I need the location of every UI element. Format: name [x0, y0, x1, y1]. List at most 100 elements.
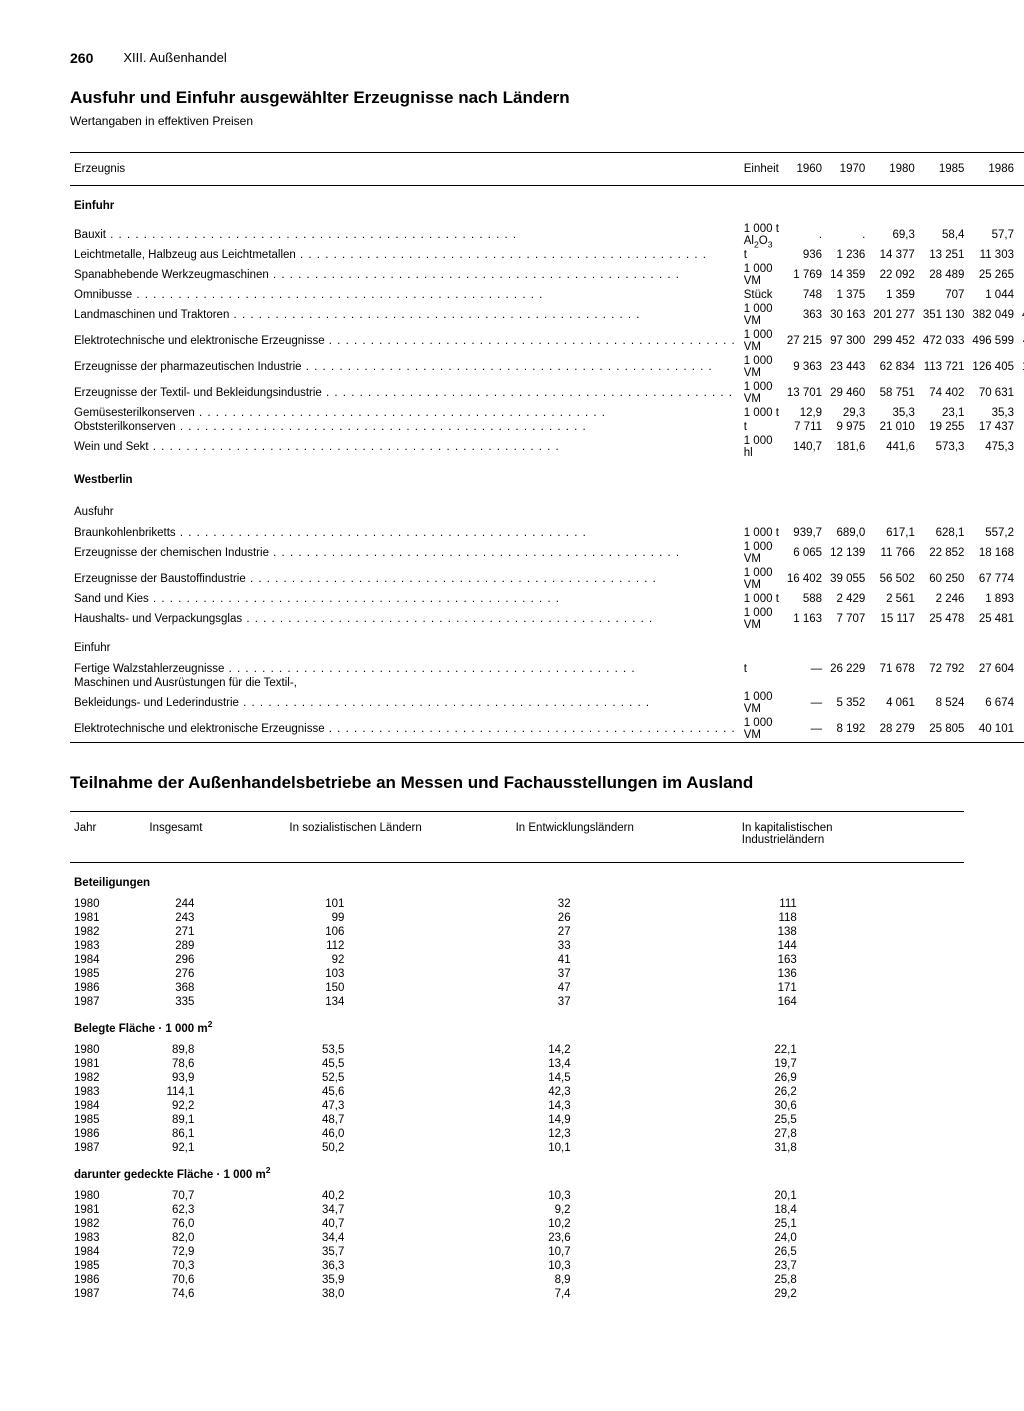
- cell-value: 1 893: [968, 592, 1018, 606]
- section-heading: Beteiligungen: [70, 863, 964, 898]
- cell-value: 72 792: [919, 662, 969, 676]
- cell-value: 58 751: [869, 380, 919, 406]
- col-1970: 1970: [826, 153, 869, 186]
- cell-value: 34,3: [1018, 406, 1024, 420]
- table-row: 198089,853,514,222,1: [70, 1043, 964, 1057]
- cell-value: 6 674: [968, 690, 1018, 716]
- cell-value: 689,0: [826, 526, 869, 540]
- cell-value: 25,8: [738, 1273, 964, 1287]
- cell-value: 9 975: [826, 420, 869, 434]
- page-number: 260: [70, 50, 93, 66]
- cell-value: 31 268: [1018, 662, 1024, 676]
- cell-value: 32: [512, 897, 738, 911]
- table1-title: Ausfuhr und Einfuhr ausgewählter Erzeugn…: [70, 88, 964, 108]
- col-1980: 1980: [869, 153, 919, 186]
- cell-value: 23,6: [512, 1231, 738, 1245]
- cell-value: 99: [285, 911, 511, 925]
- cell-value: [783, 676, 826, 690]
- col-product: Erzeugnis: [70, 153, 740, 186]
- table-row: Erzeugnisse der Textil- und Bekleidungsi…: [70, 380, 1024, 406]
- cell-value: 34,7: [285, 1203, 511, 1217]
- cell-value: 9,2: [512, 1203, 738, 1217]
- cell-value: 271: [145, 925, 285, 939]
- cell-value: 6 065: [783, 540, 826, 566]
- cell-value: 40,7: [285, 1217, 511, 1231]
- cell-value: 12,3: [512, 1127, 738, 1141]
- cell-value: 11 766: [869, 540, 919, 566]
- cell-value: 144: [738, 939, 964, 953]
- cell-value: 1 375: [826, 288, 869, 302]
- row-label: Erzeugnisse der pharmazeutischen Industr…: [70, 354, 740, 380]
- cell-value: 74 402: [919, 380, 969, 406]
- cell-value: 72,9: [145, 1245, 285, 1259]
- table-row: Leichtmetalle, Halbzeug aus Leichtmetall…: [70, 248, 1024, 262]
- cell-value: 52,5: [285, 1071, 511, 1085]
- row-label: Elektrotechnische und elektronische Erze…: [70, 716, 740, 743]
- cell-value: 17 244: [1018, 540, 1024, 566]
- row-unit: t: [740, 420, 783, 434]
- cell-value: 36,3: [285, 1259, 511, 1273]
- cell-value: 1 236: [826, 248, 869, 262]
- cell-year: 1987: [70, 1287, 145, 1301]
- cell-value: 82,0: [145, 1231, 285, 1245]
- cell-value: 8 192: [826, 716, 869, 743]
- row-unit: 1 000 VM: [740, 262, 783, 288]
- cell-value: 20,1: [738, 1189, 964, 1203]
- cell-value: 10,1: [512, 1141, 738, 1155]
- cell-value: [869, 676, 919, 690]
- cell-value: 70,3: [145, 1259, 285, 1273]
- cell-value: 93,9: [145, 1071, 285, 1085]
- cell-value: 69,3: [869, 222, 919, 248]
- table-row: Bauxit1 000 t Al2O3..69,358,457,757,7: [70, 222, 1024, 248]
- cell-value: 8 524: [919, 690, 969, 716]
- cell-value: 22,1: [738, 1043, 964, 1057]
- cell-value: 10,7: [512, 1245, 738, 1259]
- cell-value: 7 711: [783, 420, 826, 434]
- cell-year: 1987: [70, 1141, 145, 1155]
- cell-value: 70,6: [145, 1273, 285, 1287]
- cell-value: 23,7: [738, 1259, 964, 1273]
- row-label: Braunkohlenbriketts: [70, 526, 740, 540]
- cell-value: 26,2: [738, 1085, 964, 1099]
- cell-value: 27: [512, 925, 738, 939]
- cell-value: 14,5: [512, 1071, 738, 1085]
- row-label: Spanabhebende Werkzeugmaschinen: [70, 262, 740, 288]
- cell-value: 557,2: [968, 526, 1018, 540]
- cell-value: 573,3: [919, 434, 969, 460]
- cell-value: 368: [145, 981, 285, 995]
- cell-year: 1982: [70, 1217, 145, 1231]
- cell-value: 243: [145, 911, 285, 925]
- cell-value: 22 852: [919, 540, 969, 566]
- cell-value: 25 805: [919, 716, 969, 743]
- row-unit: 1 000 VM: [740, 690, 783, 716]
- cell-value: 244: [145, 897, 285, 911]
- cell-value: 129 153: [1018, 354, 1024, 380]
- row-unit: 1 000 VM: [740, 716, 783, 743]
- cell-year: 1987: [70, 995, 145, 1009]
- cell-value: 29,3: [826, 406, 869, 420]
- cell-value: 628,1: [919, 526, 969, 540]
- cell-value: 30,6: [738, 1099, 964, 1113]
- cell-value: 441,6: [869, 434, 919, 460]
- cell-value: 181,6: [826, 434, 869, 460]
- cell-value: 70 272: [1018, 566, 1024, 592]
- cell-value: 1 359: [869, 288, 919, 302]
- cell-value: 25 265: [968, 262, 1018, 288]
- cell-value: 1 769: [783, 262, 826, 288]
- row-label: Wein und Sekt: [70, 434, 740, 460]
- cell-value: 62 834: [869, 354, 919, 380]
- row-label: Fertige Walzstahlerzeugnisse: [70, 662, 740, 676]
- table-exports-imports: Erzeugnis Einheit 1960 1970 1980 1985 19…: [70, 152, 1024, 743]
- section-heading: Westberlin: [70, 460, 1024, 496]
- cell-value: 936: [783, 248, 826, 262]
- page-header: 260 XIII. Außenhandel: [70, 50, 964, 66]
- cell-value: 9 363: [783, 354, 826, 380]
- cell-value: 1 163: [783, 606, 826, 632]
- col-1960: 1960: [783, 153, 826, 186]
- table-row: 198382,034,423,624,0: [70, 1231, 964, 1245]
- cell-value: 29 460: [826, 380, 869, 406]
- cell-value: 27,8: [738, 1127, 964, 1141]
- cell-value: 296: [145, 953, 285, 967]
- cell-year: 1983: [70, 939, 145, 953]
- cell-year: 1985: [70, 1113, 145, 1127]
